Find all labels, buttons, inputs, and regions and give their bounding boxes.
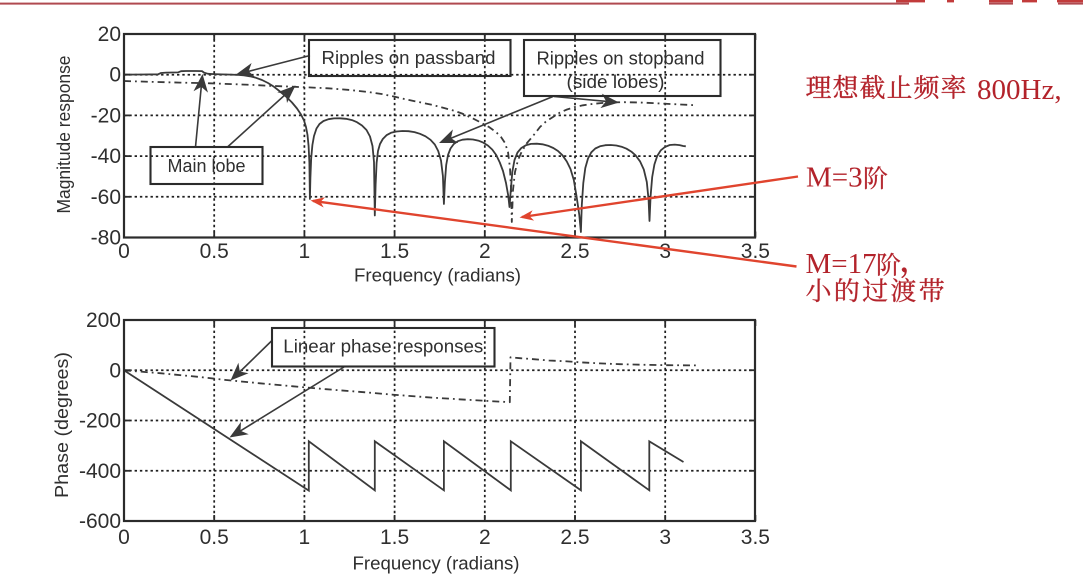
svg-text:2: 2 [479, 240, 491, 263]
svg-text:Main lobe: Main lobe [168, 155, 246, 176]
svg-text:Phase (degrees): Phase (degrees) [51, 352, 72, 498]
svg-text:200: 200 [86, 309, 121, 332]
svg-text:0: 0 [118, 526, 130, 549]
svg-text:Frequency (radians): Frequency (radians) [353, 553, 520, 574]
svg-text:-40: -40 [91, 145, 121, 168]
svg-text:2.5: 2.5 [560, 240, 589, 263]
svg-text:-20: -20 [91, 104, 121, 127]
svg-text:Ripples on stopband: Ripples on stopband [537, 47, 705, 68]
svg-text:2.5: 2.5 [560, 526, 589, 549]
svg-text:2: 2 [479, 526, 491, 549]
svg-text:-80: -80 [91, 227, 121, 250]
svg-text:0: 0 [109, 64, 121, 87]
svg-text:1: 1 [299, 240, 311, 263]
svg-text:Ripples on passband: Ripples on passband [322, 47, 496, 68]
svg-text:-200: -200 [79, 410, 121, 433]
svg-text:0.5: 0.5 [200, 240, 229, 263]
svg-text:Linear phase responses: Linear phase responses [283, 336, 483, 357]
svg-text:Frequency (radians): Frequency (radians) [354, 265, 521, 286]
svg-text:-60: -60 [91, 186, 121, 209]
svg-text:M=3: M=3 [806, 162, 863, 194]
svg-text:(side lobes): (side lobes) [567, 71, 665, 92]
svg-text:3: 3 [659, 240, 671, 263]
svg-text:0.5: 0.5 [200, 526, 229, 549]
svg-text:3: 3 [659, 526, 671, 549]
svg-text:M=17: M=17 [806, 248, 877, 280]
svg-text:-400: -400 [79, 460, 121, 483]
svg-text:1.5: 1.5 [380, 240, 409, 263]
svg-text:800Hz,: 800Hz, [977, 74, 1062, 106]
svg-text:20: 20 [98, 23, 121, 46]
svg-text:3.5: 3.5 [741, 240, 770, 263]
svg-text:3.5: 3.5 [741, 526, 770, 549]
svg-text:0: 0 [109, 359, 121, 382]
svg-text:1.5: 1.5 [380, 526, 409, 549]
svg-text:-600: -600 [79, 510, 121, 533]
svg-text:0: 0 [118, 240, 130, 263]
svg-text:1: 1 [299, 526, 311, 549]
svg-text:Magnitude response: Magnitude response [53, 56, 74, 214]
